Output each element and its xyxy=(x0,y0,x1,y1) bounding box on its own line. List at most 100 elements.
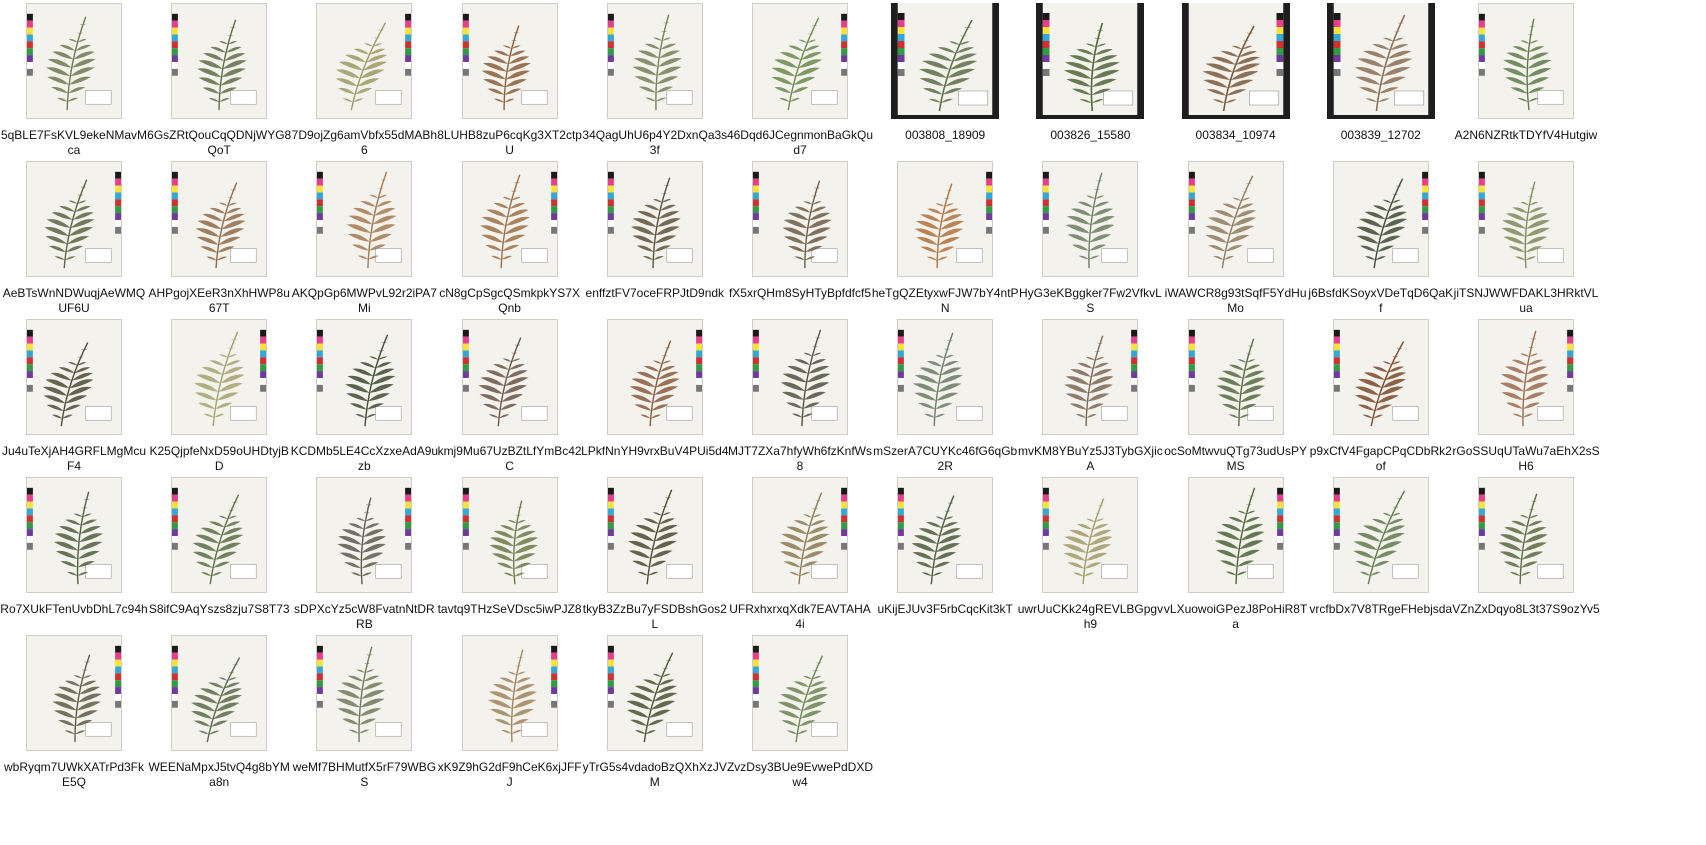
file-name-label[interactable]: enffztFV7oceFRPJtD9ndk xyxy=(585,286,725,300)
file-name-label[interactable]: mSzerA7CUYKc46fG6qGb2R xyxy=(873,444,1018,473)
file-name-label[interactable]: tkyB3ZzBu7yFSDBshGos2L xyxy=(582,602,727,631)
file-thumbnail[interactable] xyxy=(171,635,268,751)
file-name-label[interactable]: LPkfNnYH9vrxBuV4PUi5d4 xyxy=(581,444,729,458)
file-thumbnail[interactable] xyxy=(26,3,122,119)
file-thumbnail[interactable] xyxy=(1187,161,1284,277)
file-item[interactable]: S8ifC9AqYszs8zju7S8T73 xyxy=(145,477,293,645)
file-name-label[interactable]: AKQpGp6MWPvL92r2iPA7Mi xyxy=(291,286,437,315)
file-name-label[interactable]: KCDMb5LE4CcXzxeAdA9uzb xyxy=(290,444,439,473)
file-thumbnail[interactable] xyxy=(606,319,703,435)
file-thumbnail[interactable] xyxy=(897,161,994,277)
file-item[interactable]: fX5xrQHm8SyHTyBpfdfcf5 xyxy=(726,161,874,329)
file-thumbnail[interactable] xyxy=(171,3,268,119)
file-item[interactable]: WEENaMpxJ5tvQ4g8bYMa8n xyxy=(145,635,293,803)
file-thumbnail[interactable] xyxy=(1478,319,1574,435)
file-name-label[interactable]: mvKM8YBuYz5J3TybGXjicA xyxy=(1018,444,1163,473)
file-item[interactable]: 5qBLE7FsKVL9ekeNMavMca xyxy=(0,3,148,171)
file-name-label[interactable]: Ro7XUkFTenUvbDhL7c94h xyxy=(0,602,148,616)
file-thumbnail[interactable] xyxy=(171,319,268,435)
file-item[interactable]: mSzerA7CUYKc46fG6qGb2R xyxy=(871,319,1019,487)
file-thumbnail[interactable] xyxy=(171,477,268,593)
file-name-label[interactable]: AHPgojXEeR3nXhHWP8u67T xyxy=(148,286,290,315)
file-item[interactable]: vLXuowoiGPezJ8PoHiR8Ta xyxy=(1162,477,1310,645)
file-thumbnail[interactable] xyxy=(1042,477,1139,593)
file-item[interactable]: 8LUHB8zuP6cqKg3XT2ctpU xyxy=(436,3,584,171)
file-name-label[interactable]: WEENaMpxJ5tvQ4g8bYMa8n xyxy=(148,760,290,789)
file-item[interactable]: j6BsfdKSoyxVDeTqD6QaKf xyxy=(1307,161,1455,329)
file-name-label[interactable]: 5qBLE7FsKVL9ekeNMavMca xyxy=(0,128,148,157)
file-item[interactable]: AKQpGp6MWPvL92r2iPA7Mi xyxy=(290,161,438,329)
file-item[interactable]: Ro7XUkFTenUvbDhL7c94h xyxy=(0,477,148,645)
file-item[interactable]: Ju4uTeXjAH4GRFLMgMcuF4 xyxy=(0,319,148,487)
file-item[interactable]: MJT7ZXa7hfyWh6fzKnfWs8 xyxy=(726,319,874,487)
file-item[interactable]: p9xCfV4FgapCPqCDbRk2of xyxy=(1307,319,1455,487)
file-name-label[interactable]: kmj9Mu67UzBZtLfYmBc42C xyxy=(437,444,582,473)
file-item[interactable]: 003808_18909 xyxy=(871,3,1019,171)
file-name-label[interactable]: 003826_15580 xyxy=(1050,128,1131,142)
file-item[interactable]: 46Dqd6JCegnmonBaGkQud7 xyxy=(726,3,874,171)
file-name-label[interactable]: 003839_12702 xyxy=(1340,128,1421,142)
file-name-label[interactable]: 8LUHB8zuP6cqKg3XT2ctpU xyxy=(437,128,582,157)
file-name-label[interactable]: iWAWCR8g93tSqfF5YdHuMo xyxy=(1164,286,1307,315)
file-name-label[interactable]: tavtq9THzSeVDsc5iwPJZ8 xyxy=(437,602,582,616)
file-thumbnail[interactable] xyxy=(1181,3,1290,119)
file-thumbnail[interactable] xyxy=(606,635,703,751)
file-name-label[interactable]: ocSoMtwvuQTg73udUsPYMS xyxy=(1164,444,1307,473)
file-item[interactable]: AeBTsWnNDWuqjAeWMQUF6U xyxy=(0,161,148,329)
file-name-label[interactable]: 34QagUhU6p4Y2DxnQa3s3f xyxy=(582,128,728,157)
file-item[interactable]: HyG3eKBggker7Fw2VfkvLS xyxy=(1016,161,1164,329)
file-thumbnail[interactable] xyxy=(316,635,413,751)
file-thumbnail[interactable] xyxy=(461,477,558,593)
file-thumbnail[interactable] xyxy=(316,3,413,119)
file-thumbnail[interactable] xyxy=(752,3,848,119)
file-thumbnail[interactable] xyxy=(606,3,703,119)
file-thumbnail[interactable] xyxy=(1332,477,1429,593)
file-thumbnail[interactable] xyxy=(897,477,994,593)
file-thumbnail[interactable] xyxy=(171,161,268,277)
file-item[interactable]: vrcfbDx7V8TRgeFHebjsda xyxy=(1307,477,1455,645)
file-name-label[interactable]: p9xCfV4FgapCPqCDbRk2of xyxy=(1309,444,1452,473)
file-thumbnail[interactable] xyxy=(26,635,122,751)
file-thumbnail[interactable] xyxy=(897,319,994,435)
file-name-label[interactable]: yTrG5s4vdadoBzQXhXzJVM xyxy=(582,760,727,789)
file-item[interactable]: K25QjpfeNxD59oUHDtyjBD xyxy=(145,319,293,487)
file-thumbnail[interactable] xyxy=(1332,161,1429,277)
file-name-label[interactable]: HyG3eKBggker7Fw2VfkvLS xyxy=(1019,286,1162,315)
file-thumbnail[interactable] xyxy=(606,477,703,593)
file-name-label[interactable]: weMf7BHMutfX5rF79WBGS xyxy=(292,760,437,789)
file-thumbnail[interactable] xyxy=(26,319,122,435)
file-thumbnail[interactable] xyxy=(752,161,848,277)
file-item[interactable]: enffztFV7oceFRPJtD9ndk xyxy=(581,161,729,329)
file-item[interactable]: iWAWCR8g93tSqfF5YdHuMo xyxy=(1162,161,1310,329)
file-name-label[interactable]: 003808_18909 xyxy=(905,128,986,142)
file-name-label[interactable]: K25QjpfeNxD59oUHDtyjBD xyxy=(149,444,289,473)
file-name-label[interactable]: heTgQZEtyxwFJW7bY4ntPN xyxy=(871,286,1019,315)
file-item[interactable]: 7D9ojZg6amVbfx55dMABh6 xyxy=(290,3,438,171)
file-item[interactable]: xK9Z9hG2dF9hCeK6xjJFFJ xyxy=(436,635,584,803)
file-item[interactable]: jiTSNJWWFDAKL3HRktVLua xyxy=(1452,161,1600,329)
file-item[interactable]: uKijEJUv3F5rbCqcKit3kT xyxy=(871,477,1019,645)
file-name-label[interactable]: ZvzDsy3BUe9EvwePdDXDw4 xyxy=(726,760,874,789)
file-name-label[interactable]: VZnZxDqyo8L3t37S9ozYv5 xyxy=(1452,602,1600,616)
file-item[interactable]: KCDMb5LE4CcXzxeAdA9uzb xyxy=(290,319,438,487)
file-name-label[interactable]: cN8gCpSgcQSmkpkYS7XQnb xyxy=(439,286,580,315)
file-item[interactable]: VZnZxDqyo8L3t37S9ozYv5 xyxy=(1452,477,1600,645)
file-name-label[interactable]: 6GsZRtQouCqQDNjWYG8QoT xyxy=(147,128,292,157)
file-name-label[interactable]: 003834_10974 xyxy=(1195,128,1276,142)
file-item[interactable]: LPkfNnYH9vrxBuV4PUi5d4 xyxy=(581,319,729,487)
file-thumbnail[interactable] xyxy=(1187,319,1284,435)
file-name-label[interactable]: A2N6NZRtkTDYfV4Hutgiw xyxy=(1454,128,1598,142)
file-thumbnail[interactable] xyxy=(1042,161,1139,277)
file-item[interactable]: tkyB3ZzBu7yFSDBshGos2L xyxy=(581,477,729,645)
file-thumbnail[interactable] xyxy=(461,635,558,751)
file-item[interactable]: ocSoMtwvuQTg73udUsPYMS xyxy=(1162,319,1310,487)
file-name-label[interactable]: 46Dqd6JCegnmonBaGkQud7 xyxy=(726,128,874,157)
file-name-label[interactable]: AeBTsWnNDWuqjAeWMQUF6U xyxy=(2,286,146,315)
file-thumbnail[interactable] xyxy=(1042,319,1139,435)
file-thumbnail[interactable] xyxy=(1187,477,1284,593)
file-name-label[interactable]: wbRyqm7UWkXATrPd3FkE5Q xyxy=(3,760,145,789)
file-thumbnail[interactable] xyxy=(26,161,122,277)
file-item[interactable]: sDPXcYz5cW8FvatnNtDRRB xyxy=(290,477,438,645)
file-name-label[interactable]: jiTSNJWWFDAKL3HRktVLua xyxy=(1453,286,1599,315)
file-name-label[interactable]: vLXuowoiGPezJ8PoHiR8Ta xyxy=(1163,602,1308,631)
